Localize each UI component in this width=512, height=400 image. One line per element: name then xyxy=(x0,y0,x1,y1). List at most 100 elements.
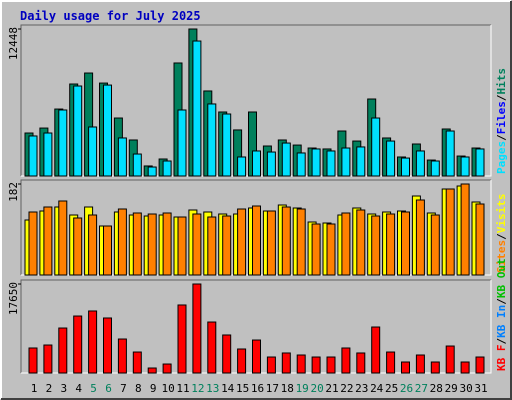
legend-entry: Visits xyxy=(495,194,508,234)
x-tick-label: 30 xyxy=(459,382,472,395)
bar xyxy=(296,152,306,177)
bar xyxy=(415,150,425,177)
x-tick-label: 22 xyxy=(340,382,353,395)
bar xyxy=(430,214,440,276)
x-tick-label: 13 xyxy=(206,382,219,395)
legend-separator: / xyxy=(495,233,508,240)
x-tick-label: 26 xyxy=(400,382,413,395)
bar xyxy=(430,160,440,177)
bar xyxy=(415,354,425,374)
bar xyxy=(311,356,321,374)
panel-bevel-dark xyxy=(20,179,491,275)
x-tick-label: 19 xyxy=(296,382,309,395)
bar xyxy=(296,208,306,276)
bar xyxy=(475,356,485,374)
bar xyxy=(117,137,127,177)
bar xyxy=(103,84,112,177)
bar xyxy=(460,361,470,374)
bar xyxy=(252,339,261,374)
bar xyxy=(43,132,53,177)
bar xyxy=(207,321,217,374)
bar xyxy=(460,183,470,276)
chart-title: Daily usage for July 2025 xyxy=(20,9,201,23)
bar xyxy=(192,40,202,177)
y-tick-label: 182 xyxy=(7,182,20,202)
legend-entry: Files xyxy=(495,101,508,134)
x-tick-label: 28 xyxy=(430,382,443,395)
bar xyxy=(28,211,38,276)
bar xyxy=(445,188,455,276)
bar xyxy=(132,212,142,276)
bar xyxy=(237,156,247,177)
x-tick-label: 12 xyxy=(191,382,204,395)
bar xyxy=(266,210,276,276)
legend-entry: Hits xyxy=(495,68,508,95)
x-tick-label: 24 xyxy=(370,382,384,395)
x-tick-label: 15 xyxy=(236,382,249,395)
bar xyxy=(281,142,291,177)
x-tick-label: 21 xyxy=(325,382,338,395)
bar xyxy=(58,200,68,276)
legend-entry: Sites xyxy=(495,240,508,273)
legend-separator: / xyxy=(495,134,508,141)
bar xyxy=(386,140,396,177)
bar xyxy=(266,151,276,177)
x-tick-label: 3 xyxy=(60,382,67,395)
x-tick-label: 10 xyxy=(161,382,174,395)
x-tick-label: 7 xyxy=(120,382,127,395)
bar xyxy=(281,352,291,374)
bar xyxy=(58,327,68,374)
legend-entry: KB F xyxy=(495,345,508,372)
x-tick-label: 23 xyxy=(355,382,368,395)
bar xyxy=(341,347,351,374)
bar xyxy=(445,345,455,374)
bar xyxy=(207,216,217,276)
bar xyxy=(356,146,366,177)
bar xyxy=(356,352,366,374)
bar xyxy=(147,166,157,177)
x-tick-label: 16 xyxy=(251,382,264,395)
bar xyxy=(103,225,112,276)
bar xyxy=(401,157,410,177)
x-tick-label: 27 xyxy=(415,382,428,395)
legend-entry: KB In xyxy=(495,305,508,338)
bar xyxy=(430,361,440,374)
bar xyxy=(460,156,470,177)
x-tick-label: 5 xyxy=(90,382,97,395)
bar xyxy=(311,148,321,177)
bar xyxy=(177,216,187,276)
bar xyxy=(88,126,98,177)
legend-entry: KB Out xyxy=(495,258,508,298)
bar xyxy=(73,85,83,177)
x-tick-label: 9 xyxy=(150,382,157,395)
bar xyxy=(341,147,351,177)
bar xyxy=(237,348,247,374)
bar xyxy=(162,212,172,276)
bar xyxy=(132,351,142,374)
legend: KB F/KB In/KB Out xyxy=(495,258,508,371)
x-tick-label: 6 xyxy=(105,382,112,395)
bar xyxy=(311,223,321,276)
bar xyxy=(28,135,38,177)
bar xyxy=(222,334,232,374)
bar xyxy=(326,150,336,177)
bar xyxy=(147,213,157,276)
bar xyxy=(475,203,485,276)
x-tick-label: 4 xyxy=(75,382,82,395)
bar xyxy=(43,344,53,374)
panel-bevel-dark xyxy=(20,24,491,176)
bar xyxy=(326,356,336,374)
bar xyxy=(192,283,202,374)
bar xyxy=(43,206,53,276)
bar xyxy=(401,361,410,374)
bar xyxy=(445,130,455,177)
bar xyxy=(58,109,68,177)
x-tick-label: 18 xyxy=(281,382,294,395)
y-tick-label: 12448 xyxy=(7,27,20,60)
bar xyxy=(88,310,98,374)
bar xyxy=(73,315,83,374)
x-tick-label: 11 xyxy=(176,382,189,395)
bar xyxy=(222,215,232,276)
